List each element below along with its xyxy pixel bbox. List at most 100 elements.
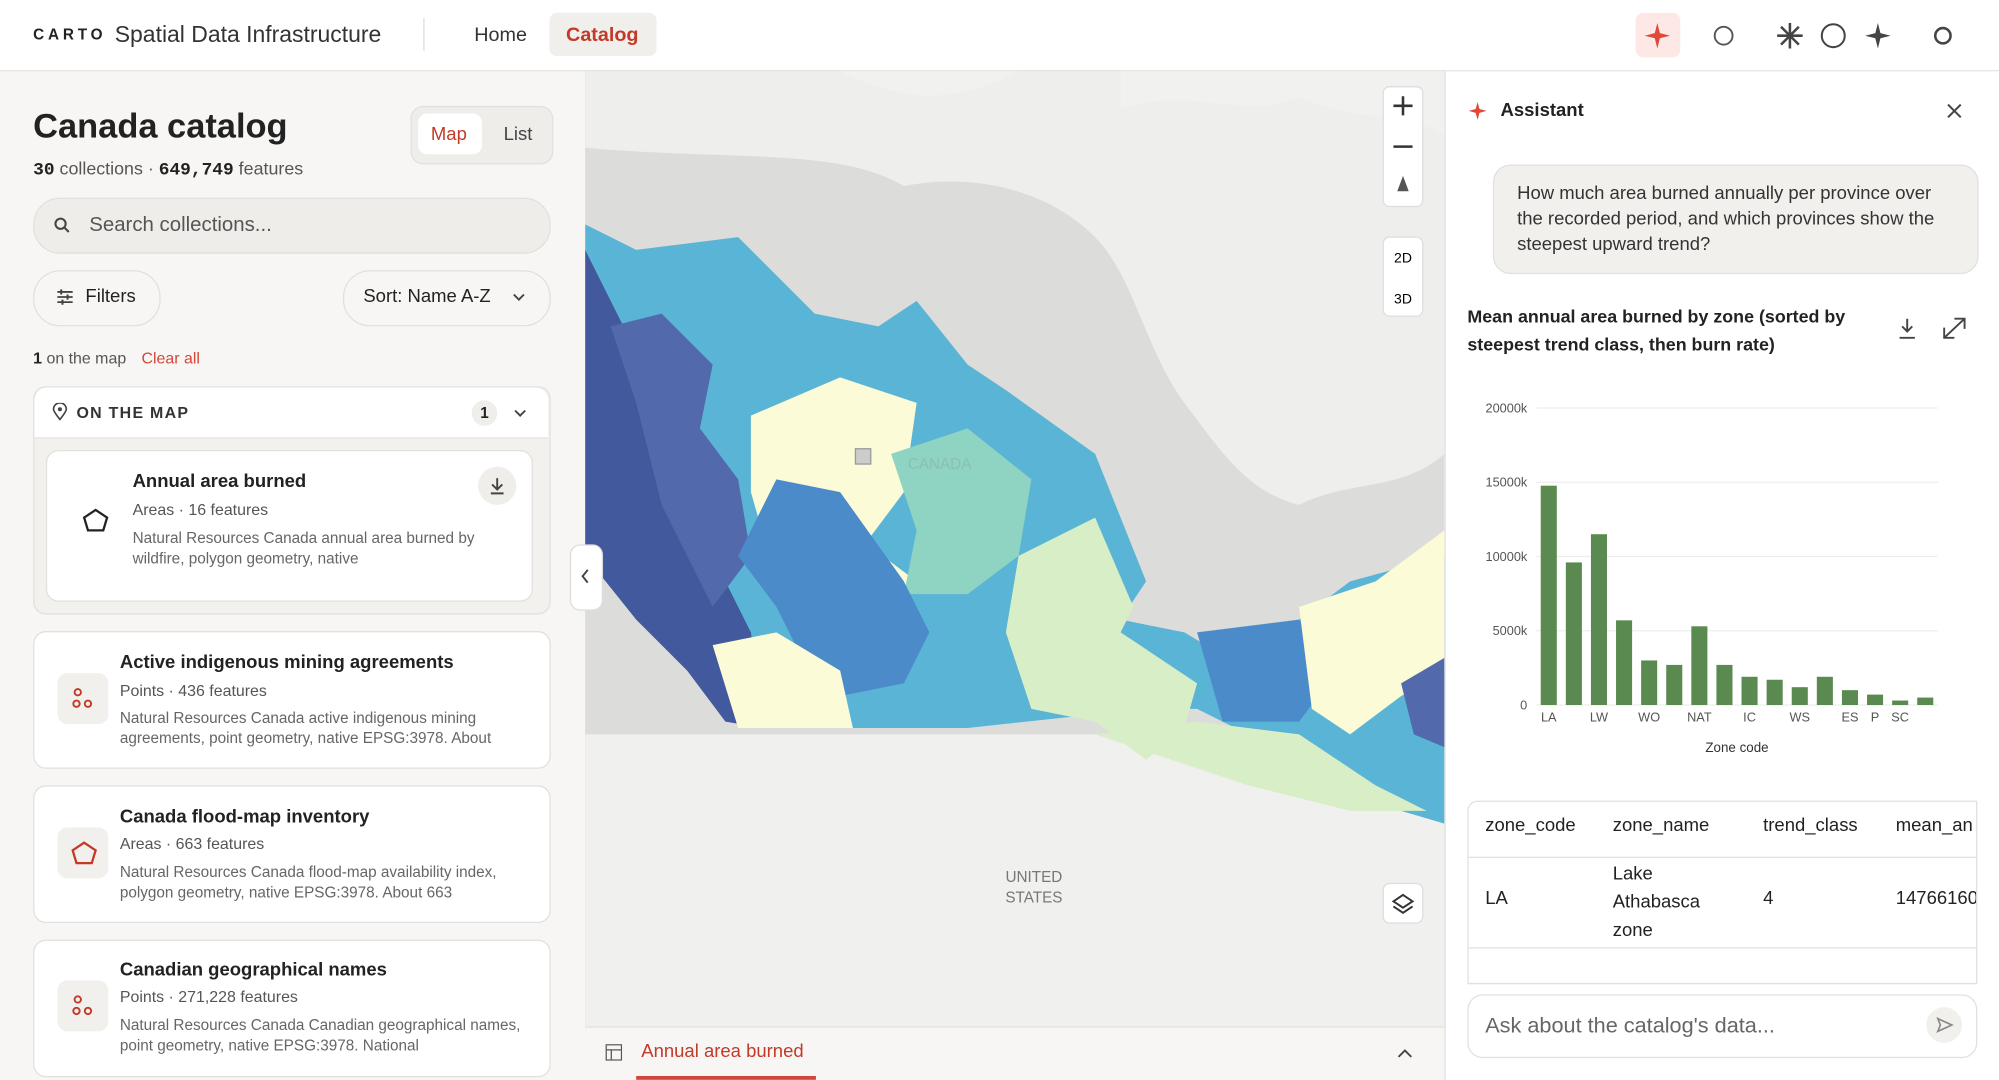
layers-button[interactable]	[1382, 882, 1424, 924]
points-glyph	[72, 688, 93, 708]
table-header: zone_code	[1485, 815, 1576, 837]
x-tick-label: IC	[1743, 710, 1756, 725]
collapse-sidebar[interactable]	[569, 544, 604, 611]
table-rule	[1468, 947, 1977, 949]
app-title: Spatial Data Infrastructure	[114, 21, 382, 48]
y-tick-label: 10000k	[1486, 549, 1528, 564]
assistant-title: Assistant	[1500, 100, 1584, 122]
table-header: trend_class	[1763, 815, 1858, 837]
input-placeholder: Ask about the catalog's data...	[1485, 1013, 1775, 1038]
bar	[1716, 664, 1733, 706]
compass[interactable]	[1397, 175, 1409, 192]
map-label: UNITED	[1005, 869, 1062, 886]
y-tick-label: 15000k	[1486, 475, 1528, 490]
x-tick-label: LW	[1590, 710, 1608, 725]
collection-card[interactable]	[33, 785, 551, 924]
clear-all[interactable]: Clear all	[141, 349, 200, 368]
points-glyph	[72, 995, 93, 1016]
tab-underline	[636, 1075, 816, 1080]
settings[interactable]	[1933, 26, 1952, 45]
table-rule	[1468, 856, 1977, 858]
collection-card[interactable]	[33, 939, 551, 1078]
collections-label: collections ·	[59, 158, 154, 179]
bottom-tab[interactable]: Annual area burned	[641, 1041, 804, 1062]
item-title: Canadian geographical names	[119, 959, 387, 981]
x-tick-label: WS	[1790, 710, 1811, 725]
model-2[interactable]	[1820, 23, 1846, 49]
map[interactable]: CANADA UNITED STATES 2D 3D	[585, 71, 1445, 1028]
result-table: zone_code zone_name trend_class mean_an …	[1467, 800, 1978, 985]
section-chevron	[514, 409, 526, 417]
layers-icon	[1391, 893, 1415, 914]
table-header: zone_name	[1612, 815, 1710, 837]
polygon-icon	[82, 508, 109, 532]
logo: CARTO	[33, 25, 107, 44]
expand-icon[interactable]	[1397, 1048, 1412, 1058]
download-icon	[490, 478, 504, 495]
send-button[interactable]	[1925, 1006, 1963, 1044]
bar	[1565, 562, 1582, 706]
nav-catalog[interactable]: Catalog	[566, 24, 639, 46]
x-tick-label: WO	[1638, 710, 1660, 725]
item-description: Natural Resources Canada annual area bur…	[132, 529, 475, 568]
expand-chart[interactable]	[1943, 317, 1966, 339]
x-axis-label: Zone code	[1705, 740, 1768, 755]
sort-button[interactable]	[342, 270, 551, 327]
mode-2d[interactable]: 2D	[1394, 250, 1412, 266]
bar	[1766, 679, 1783, 706]
item-title: Canada flood-map inventory	[119, 806, 370, 828]
bar	[1616, 620, 1633, 706]
catalog-title: Canada catalog	[33, 107, 288, 146]
item-meta: Points · 436 features	[119, 682, 267, 700]
bar	[1816, 676, 1833, 706]
close-button[interactable]	[1947, 103, 1962, 119]
x-tick-label: P	[1871, 710, 1880, 725]
nav-active-bg	[549, 12, 657, 57]
y-tick-label: 20000k	[1486, 400, 1528, 415]
x-tick-label: SC	[1891, 710, 1909, 725]
filters-button[interactable]	[33, 270, 161, 327]
download-chart[interactable]	[1899, 318, 1915, 339]
collection-card[interactable]	[33, 631, 551, 769]
header-icons	[1635, 12, 1952, 58]
search-icon	[54, 217, 70, 233]
sparkle	[1644, 22, 1671, 49]
toggle-list[interactable]: List	[503, 124, 533, 146]
points-icon	[57, 673, 109, 725]
features-count: 649,749	[158, 160, 234, 182]
history[interactable]	[1713, 25, 1734, 46]
chat-input[interactable]	[1467, 994, 1978, 1059]
assistant-icon	[1468, 101, 1487, 120]
y-tick-label: 5000k	[1493, 623, 1528, 638]
header	[0, 0, 1999, 72]
section-header[interactable]	[34, 387, 549, 439]
map-label: CANADA	[908, 456, 972, 473]
mode-controls	[1382, 236, 1424, 317]
zoom-in[interactable]	[1393, 96, 1413, 116]
mode-3d[interactable]: 3D	[1394, 290, 1412, 306]
bar	[1666, 664, 1683, 706]
nav-home[interactable]: Home	[474, 24, 527, 46]
bar	[1641, 660, 1658, 706]
collection-card[interactable]	[45, 450, 533, 602]
search-box[interactable]	[33, 197, 551, 254]
user-message: How much area burned annually per provin…	[1492, 164, 1979, 275]
toggle-active	[418, 113, 482, 155]
table-cell: Lake Athabasca zone	[1612, 864, 1701, 941]
item-meta: Areas · 16 features	[132, 501, 269, 519]
on-map-label: on the map	[46, 349, 127, 368]
model-3[interactable]	[1865, 22, 1891, 49]
polygon-icon-bg	[57, 827, 109, 879]
item-description: Natural Resources Canada Canadian geogra…	[119, 1016, 521, 1055]
x-tick-label: ES	[1841, 710, 1858, 725]
table-icon	[605, 1044, 623, 1061]
bar-chart: 0 5000k 10000k 15000k 20000k LA LW WO NAT IC WS ES P…	[1486, 400, 1938, 755]
model-1[interactable]	[1777, 22, 1803, 49]
item-meta: Areas · 663 features	[119, 835, 265, 853]
toggle-map[interactable]: Map	[430, 124, 467, 146]
bar	[1791, 687, 1808, 706]
bar	[1867, 694, 1884, 706]
polygon-icon	[71, 841, 97, 865]
